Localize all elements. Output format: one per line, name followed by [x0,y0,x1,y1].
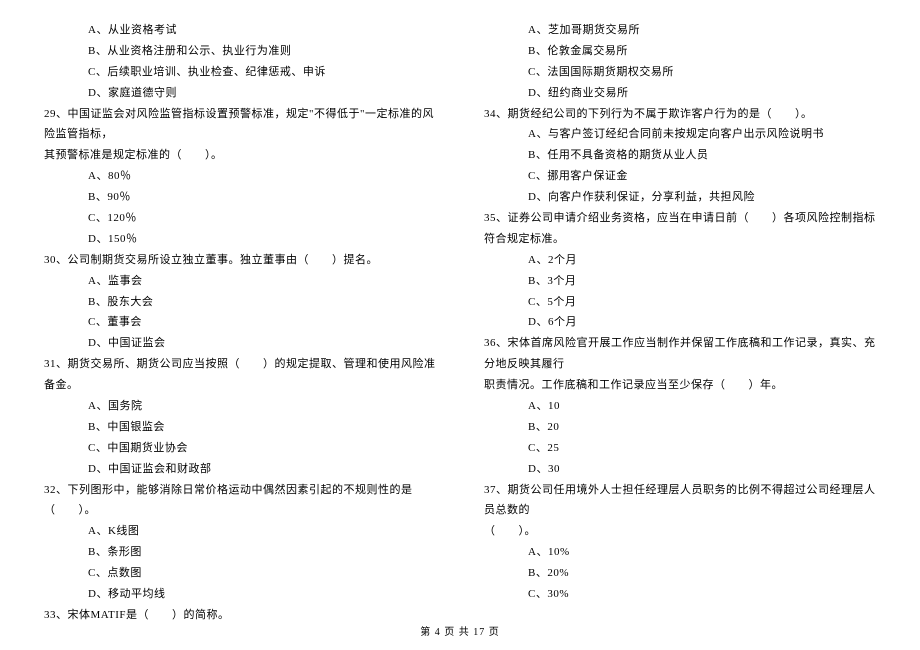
q36-option-a: A、10 [480,396,880,417]
q34-option-b: B、任用不具备资格的期货从业人员 [480,145,880,166]
q33-option-d: D、纽约商业交易所 [480,83,880,104]
q37-cont: （ ）。 [480,521,880,542]
q32-option-c: C、点数图 [40,563,440,584]
q31-option-a: A、国务院 [40,396,440,417]
q29-option-b: B、90％ [40,187,440,208]
page-container: A、从业资格考试 B、从业资格注册和公示、执业行为准则 C、后续职业培训、执业检… [0,0,920,646]
q29-option-d: D、150％ [40,229,440,250]
q30-text: 30、公司制期货交易所设立独立董事。独立董事由（ ）提名。 [40,250,440,271]
q36-text: 36、宋体首席风险官开展工作应当制作并保留工作底稿和工作记录，真实、充分地反映其… [480,333,880,375]
q34-option-d: D、向客户作获利保证，分享利益，共担风险 [480,187,880,208]
q33-option-a: A、芝加哥期货交易所 [480,20,880,41]
left-column: A、从业资格考试 B、从业资格注册和公示、执业行为准则 C、后续职业培训、执业检… [40,20,440,626]
q35-option-d: D、6个月 [480,312,880,333]
right-column: A、芝加哥期货交易所 B、伦敦金属交易所 C、法国国际期货期权交易所 D、纽约商… [480,20,880,626]
q29-cont: 其预警标准是规定标准的（ ）。 [40,145,440,166]
q30-option-c: C、董事会 [40,312,440,333]
q35-option-c: C、5个月 [480,292,880,313]
q37-option-c: C、30% [480,584,880,605]
q36-option-b: B、20 [480,417,880,438]
q36-cont: 职责情况。工作底稿和工作记录应当至少保存（ ）年。 [480,375,880,396]
q32-option-b: B、条形图 [40,542,440,563]
q30-option-d: D、中国证监会 [40,333,440,354]
q35-option-a: A、2个月 [480,250,880,271]
page-footer: 第 4 页 共 17 页 [0,623,920,638]
q31-option-d: D、中国证监会和财政部 [40,459,440,480]
q31-option-c: C、中国期货业协会 [40,438,440,459]
q33-option-b: B、伦敦金属交易所 [480,41,880,62]
q32-text: 32、下列图形中，能够消除日常价格运动中偶然因素引起的不规则性的是（ ）。 [40,480,440,522]
q29-text: 29、中国证监会对风险监管指标设置预警标准，规定"不得低于"一定标准的风险监管指… [40,104,440,146]
q32-option-a: A、K线图 [40,521,440,542]
q28-option-d: D、家庭道德守则 [40,83,440,104]
q35-text: 35、证券公司申请介绍业务资格，应当在申请日前（ ）各项风险控制指标符合规定标准… [480,208,880,250]
q28-option-b: B、从业资格注册和公示、执业行为准则 [40,41,440,62]
q31-option-b: B、中国银监会 [40,417,440,438]
q34-option-a: A、与客户签订经纪合同前未按规定向客户出示风险说明书 [480,124,880,145]
q29-option-c: C、120％ [40,208,440,229]
q35-option-b: B、3个月 [480,271,880,292]
q34-text: 34、期货经纪公司的下列行为不属于欺诈客户行为的是（ ）。 [480,104,880,125]
q37-text: 37、期货公司任用境外人士担任经理层人员职务的比例不得超过公司经理层人员总数的 [480,480,880,522]
q28-option-c: C、后续职业培训、执业检查、纪律惩戒、申诉 [40,62,440,83]
q32-option-d: D、移动平均线 [40,584,440,605]
q30-option-a: A、监事会 [40,271,440,292]
q34-option-c: C、挪用客户保证金 [480,166,880,187]
q36-option-c: C、25 [480,438,880,459]
q37-option-a: A、10% [480,542,880,563]
q37-option-b: B、20% [480,563,880,584]
q31-text: 31、期货交易所、期货公司应当按照（ ）的规定提取、管理和使用风险准备金。 [40,354,440,396]
q33-option-c: C、法国国际期货期权交易所 [480,62,880,83]
q30-option-b: B、股东大会 [40,292,440,313]
q36-option-d: D、30 [480,459,880,480]
q28-option-a: A、从业资格考试 [40,20,440,41]
q29-option-a: A、80％ [40,166,440,187]
